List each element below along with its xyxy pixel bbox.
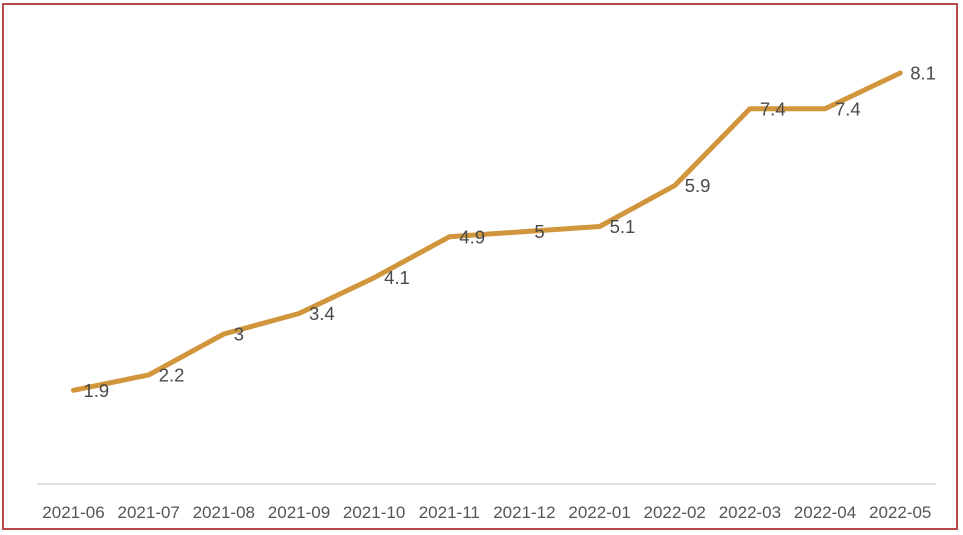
data-label: 3 <box>234 324 244 345</box>
x-axis-tick-label: 2021-12 <box>493 503 555 522</box>
data-label: 4.9 <box>459 226 485 247</box>
data-label: 2.2 <box>159 364 185 385</box>
data-label: 1.9 <box>84 380 110 401</box>
x-axis-tick-label: 2022-01 <box>568 503 630 522</box>
x-axis-tick-label: 2021-06 <box>42 503 104 522</box>
x-axis-tick-label: 2021-10 <box>343 503 405 522</box>
x-axis-tick-label: 2022-05 <box>869 503 931 522</box>
x-axis-tick-label: 2021-07 <box>118 503 180 522</box>
series-line <box>71 70 903 393</box>
data-label: 8.1 <box>910 63 936 84</box>
data-label: 5.1 <box>610 216 636 237</box>
x-axis-tick-label: 2021-08 <box>193 503 255 522</box>
data-label: 4.1 <box>384 267 410 288</box>
data-label: 5 <box>534 221 544 242</box>
data-label: 7.4 <box>760 98 786 119</box>
data-label: 5.9 <box>685 175 711 196</box>
data-label: 3.4 <box>309 303 335 324</box>
chart-frame-border <box>2 3 958 530</box>
x-axis-tick-label: 2022-03 <box>719 503 781 522</box>
x-axis-tick-label: 2022-04 <box>794 503 856 522</box>
x-axis-tick-label: 2021-09 <box>268 503 330 522</box>
x-axis-tick-label: 2022-02 <box>644 503 706 522</box>
data-labels-group: 1.9 2.2 3 3.4 4.1 4.9 5 5.1 5.9 7.4 7.4 8.1 <box>84 63 936 401</box>
x-axis-tick-labels-group: 2021-06 2021-07 2021-08 2021-09 2021-10 2021-… <box>42 503 931 522</box>
data-label: 7.4 <box>835 98 861 119</box>
x-axis-tick-label: 2021-11 <box>419 503 480 522</box>
